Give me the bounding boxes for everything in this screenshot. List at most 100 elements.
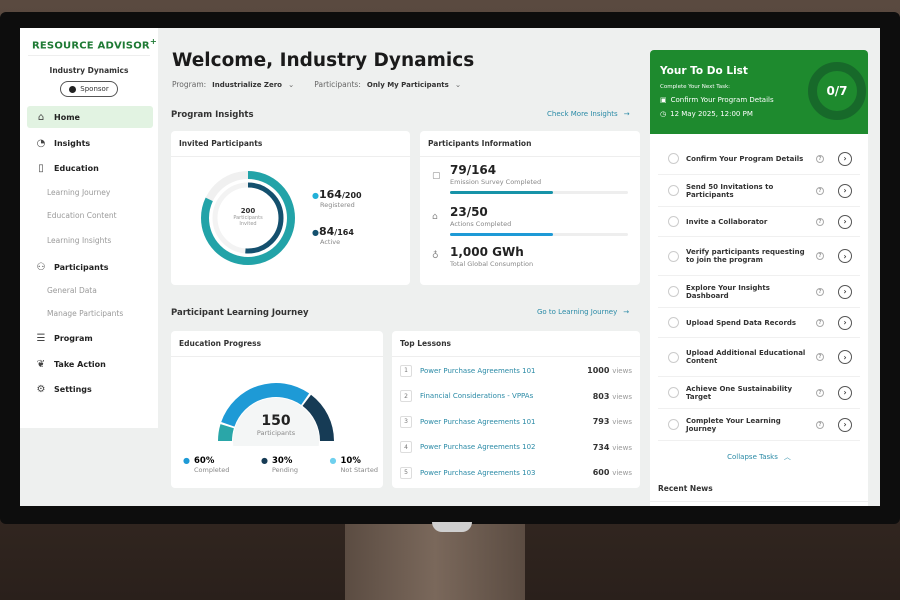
chevron-right-circle-icon[interactable]: › xyxy=(838,284,852,299)
divider xyxy=(28,55,150,56)
todo-task[interactable]: Complete Your Learning Journey? › xyxy=(658,409,860,441)
list-icon: ☰ xyxy=(36,332,46,344)
participants-select[interactable]: Only My Participants xyxy=(366,80,449,89)
donut-center: 200 Participants Invited xyxy=(218,207,278,227)
lesson-row[interactable]: 4 Power Purchase Agreements 102 734 views xyxy=(392,435,640,460)
active-dot: ● xyxy=(312,228,319,237)
sidebar-item-settings[interactable]: ⚙ Settings xyxy=(27,378,153,400)
nav-label: Participants xyxy=(54,262,109,272)
sidebar-item-learning-insights[interactable]: Learning Insights xyxy=(47,236,112,245)
next-task[interactable]: ▣ Confirm Your Program Details xyxy=(660,96,774,104)
help-icon[interactable]: ? xyxy=(816,318,824,327)
lesson-rank: 5 xyxy=(400,466,412,479)
card-title: Invited Participants xyxy=(171,131,410,157)
active-label: Active xyxy=(320,238,341,246)
education-gauge xyxy=(218,383,334,446)
task-checkbox[interactable] xyxy=(668,153,679,164)
todo-task[interactable]: Explore Your Insights Dashboard? › xyxy=(658,276,860,308)
help-icon[interactable]: ? xyxy=(816,217,824,226)
task-checkbox[interactable] xyxy=(668,216,679,227)
task-checkbox[interactable] xyxy=(668,387,679,398)
sidebar-item-education[interactable]: ▯ Education xyxy=(27,157,153,179)
pie-chart-icon: ◔ xyxy=(36,137,46,149)
todo-task[interactable]: Send 50 Invitations to Participants? › xyxy=(658,175,860,207)
active-value: 84 xyxy=(318,225,335,238)
program-label: Program: xyxy=(172,80,207,89)
help-icon[interactable]: ? xyxy=(816,186,824,195)
views-label: views xyxy=(612,367,632,375)
sidebar-item-program[interactable]: ☰ Program xyxy=(27,327,153,349)
help-icon[interactable]: ? xyxy=(816,420,824,429)
chevron-down-icon[interactable]: ⌄ xyxy=(287,80,295,89)
lesson-row[interactable]: 5 Power Purchase Agreements 103 600 views xyxy=(392,460,640,485)
task-checkbox[interactable] xyxy=(668,317,679,328)
todo-task[interactable]: Achieve One Sustainability Target? › xyxy=(658,377,860,409)
lesson-views: 1000 views xyxy=(587,366,632,375)
help-icon[interactable]: ? xyxy=(816,252,824,260)
lesson-row[interactable]: 2 Financial Considerations - VPPAs 803 vie… xyxy=(392,384,640,409)
chevron-right-circle-icon[interactable]: › xyxy=(838,249,852,263)
task-checkbox[interactable] xyxy=(668,419,679,430)
help-icon[interactable]: ? xyxy=(816,353,824,361)
program-select[interactable]: Industrialize Zero xyxy=(212,80,282,89)
lesson-row[interactable]: 1 Power Purchase Agreements 101 1000 views xyxy=(392,358,640,383)
legend-dot: ● xyxy=(183,456,190,465)
task-checkbox[interactable] xyxy=(668,185,679,196)
chevron-right-circle-icon[interactable]: › xyxy=(838,417,852,432)
chevron-right-circle-icon[interactable]: › xyxy=(838,151,852,166)
legend-label: Completed xyxy=(193,466,230,474)
section-title-learning-journey: Participant Learning Journey xyxy=(171,308,309,318)
todo-task[interactable]: Confirm Your Program Details? › xyxy=(658,143,860,175)
nav-label: Take Action xyxy=(54,359,106,369)
chevron-down-icon[interactable]: ⌄ xyxy=(454,80,462,89)
lesson-link[interactable]: Financial Considerations - VPPAs xyxy=(420,392,534,400)
lesson-link[interactable]: Power Purchase Agreements 101 xyxy=(420,366,536,375)
clock-icon: ◷ xyxy=(660,110,667,118)
collapse-tasks-button[interactable]: Collapse Tasks ︿ xyxy=(650,452,868,462)
top-lessons-card: Top Lessons 1 Power Purchase Agreements 1… xyxy=(392,331,640,488)
sidebar-item-home[interactable]: ⌂ Home xyxy=(27,106,153,128)
lesson-link[interactable]: Power Purchase Agreements 103 xyxy=(420,468,536,477)
sidebar-item-education-content[interactable]: Education Content xyxy=(47,211,117,220)
chevron-right-circle-icon[interactable]: › xyxy=(838,315,852,330)
sidebar-item-general-data[interactable]: General Data xyxy=(47,286,97,295)
chevron-right-circle-icon[interactable]: › xyxy=(838,183,852,198)
sidebar-item-insights[interactable]: ◔ Insights xyxy=(27,132,153,154)
task-checkbox[interactable] xyxy=(668,351,679,363)
sidebar-item-manage-participants[interactable]: Manage Participants xyxy=(47,309,124,318)
help-icon[interactable]: ? xyxy=(816,388,824,397)
sidebar-item-take-action[interactable]: ❦ Take Action xyxy=(27,353,153,375)
go-to-learning-journey-link[interactable]: Go to Learning Journey → xyxy=(537,308,629,316)
logo[interactable]: RESOURCE ADVISOR+ xyxy=(32,36,157,51)
sidebar-item-participants[interactable]: ⚇ Participants xyxy=(27,256,153,278)
lesson-link[interactable]: Power Purchase Agreements 102 xyxy=(420,443,536,451)
role-badge[interactable]: Sponsor xyxy=(60,81,118,97)
views-count: 803 xyxy=(592,391,610,401)
lesson-rank: 3 xyxy=(400,415,412,428)
page-title: Welcome, Industry Dynamics xyxy=(172,50,475,71)
lesson-link[interactable]: Power Purchase Agreements 101 xyxy=(420,417,536,426)
todo-task[interactable]: Upload Spend Data Records? › xyxy=(658,308,860,338)
todo-task[interactable]: Upload Additional Educational Content? › xyxy=(658,338,860,377)
todo-task[interactable]: Invite a Collaborator? › xyxy=(658,207,860,237)
gauge-value: 150 xyxy=(261,413,291,429)
registered-stat: ●164/200 Registered xyxy=(312,188,362,209)
registered-arc xyxy=(201,171,295,265)
gauge-segment-not-started xyxy=(218,424,234,441)
task-label: Verify participants requesting to join t… xyxy=(686,248,805,264)
check-more-insights-link[interactable]: Check More Insights → xyxy=(547,110,630,118)
sidebar-item-learning-journey[interactable]: Learning Journey xyxy=(47,188,111,197)
gauge-segment-pending xyxy=(302,394,334,441)
todo-task[interactable]: Verify participants requesting to join t… xyxy=(658,237,860,276)
lesson-row[interactable]: 3 Power Purchase Agreements 101 793 views xyxy=(392,409,640,434)
home-icon: ⌂ xyxy=(37,111,45,123)
task-checkbox[interactable] xyxy=(668,250,679,262)
chevron-right-circle-icon[interactable]: › xyxy=(838,385,852,400)
help-icon[interactable]: ? xyxy=(816,287,824,296)
chevron-right-circle-icon[interactable]: › xyxy=(838,350,852,364)
help-icon[interactable]: ? xyxy=(816,154,824,163)
task-checkbox[interactable] xyxy=(668,286,679,297)
chevron-right-circle-icon[interactable]: › xyxy=(838,214,852,229)
chevron-up-icon: ︿ xyxy=(783,453,791,461)
gauge-legend: ● 60% Completed ● 30% Pending ● 10% Not Starte… xyxy=(183,456,378,474)
